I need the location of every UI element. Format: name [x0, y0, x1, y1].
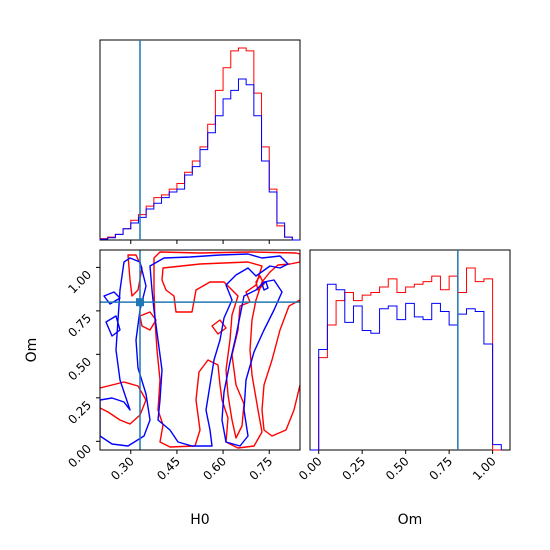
contour-y-tick-label-2: 0.50 [65, 355, 94, 384]
contour-red-2 [161, 261, 263, 439]
hist-om-series-1 [310, 283, 502, 451]
contour-blue [100, 253, 289, 447]
hist-h0-ticks [130, 240, 270, 244]
y-axis-label-om: Om [24, 338, 40, 363]
contour-blue-6 [261, 281, 269, 291]
hist-om-x-tick-label-0: 0.00 [296, 454, 325, 483]
contour-x-tick-label-3: 0.75 [247, 454, 276, 483]
contour-red-3 [261, 299, 300, 437]
contour-y-tick-label-1: 0.25 [65, 398, 94, 427]
hist-om-panel: 0.00 0.25 0.50 0.75 1.00 [296, 249, 511, 483]
contour-red-1 [153, 251, 300, 449]
hist-h0-frame [99, 39, 301, 241]
hist-om-x-tick-label-1: 0.25 [340, 454, 369, 483]
hist-om-x-tick-label-3: 0.75 [426, 454, 455, 483]
contour-y-tick-label-4: 1.00 [65, 268, 94, 297]
hist-om-frame [309, 249, 511, 451]
x-axis-label-om: Om [398, 512, 423, 528]
contour-frame [99, 249, 301, 451]
hist-om-x-tick-label-4: 1.00 [470, 454, 499, 483]
contour-y-ticks: 0.00 0.25 0.50 0.75 1.00 [65, 266, 100, 471]
contour-red-6 [139, 311, 157, 331]
contour-x-ticks: 0.30 0.45 0.60 0.75 [108, 450, 275, 483]
contour-panel: 0.30 0.45 0.60 0.75 0.00 0.25 0.50 0.75 1.00 [65, 249, 301, 483]
hist-om-x-tick-label-2: 0.50 [383, 454, 412, 483]
contour-x-tick-label-1: 0.45 [154, 454, 183, 483]
contour-blue-5 [105, 315, 121, 337]
contour-red-7 [211, 319, 227, 335]
contour-x-tick-label-2: 0.60 [200, 454, 229, 483]
contour-y-tick-label-0: 0.00 [65, 442, 94, 471]
hist-om-series [310, 267, 502, 451]
contour-y-tick-label-3: 0.75 [65, 311, 94, 340]
hist-h0-series [99, 47, 300, 241]
contour-truth-point [136, 298, 144, 307]
contour-red-5 [127, 254, 143, 297]
contour-blue-1 [100, 257, 151, 447]
contour-red-8 [255, 275, 265, 291]
hist-h0-series-1 [99, 78, 300, 241]
contour-blue-2 [149, 253, 289, 447]
hist-h0-panel [99, 39, 301, 244]
x-axis-label-h0: H0 [190, 512, 209, 528]
hist-om-x-ticks: 0.00 0.25 0.50 0.75 1.00 [296, 450, 499, 483]
contour-red-outer [100, 251, 300, 449]
contour-red-4 [100, 381, 147, 425]
contour-blue-3 [221, 279, 283, 447]
contour-blue-4 [103, 291, 121, 305]
contour-x-tick-label-0: 0.30 [108, 454, 137, 483]
